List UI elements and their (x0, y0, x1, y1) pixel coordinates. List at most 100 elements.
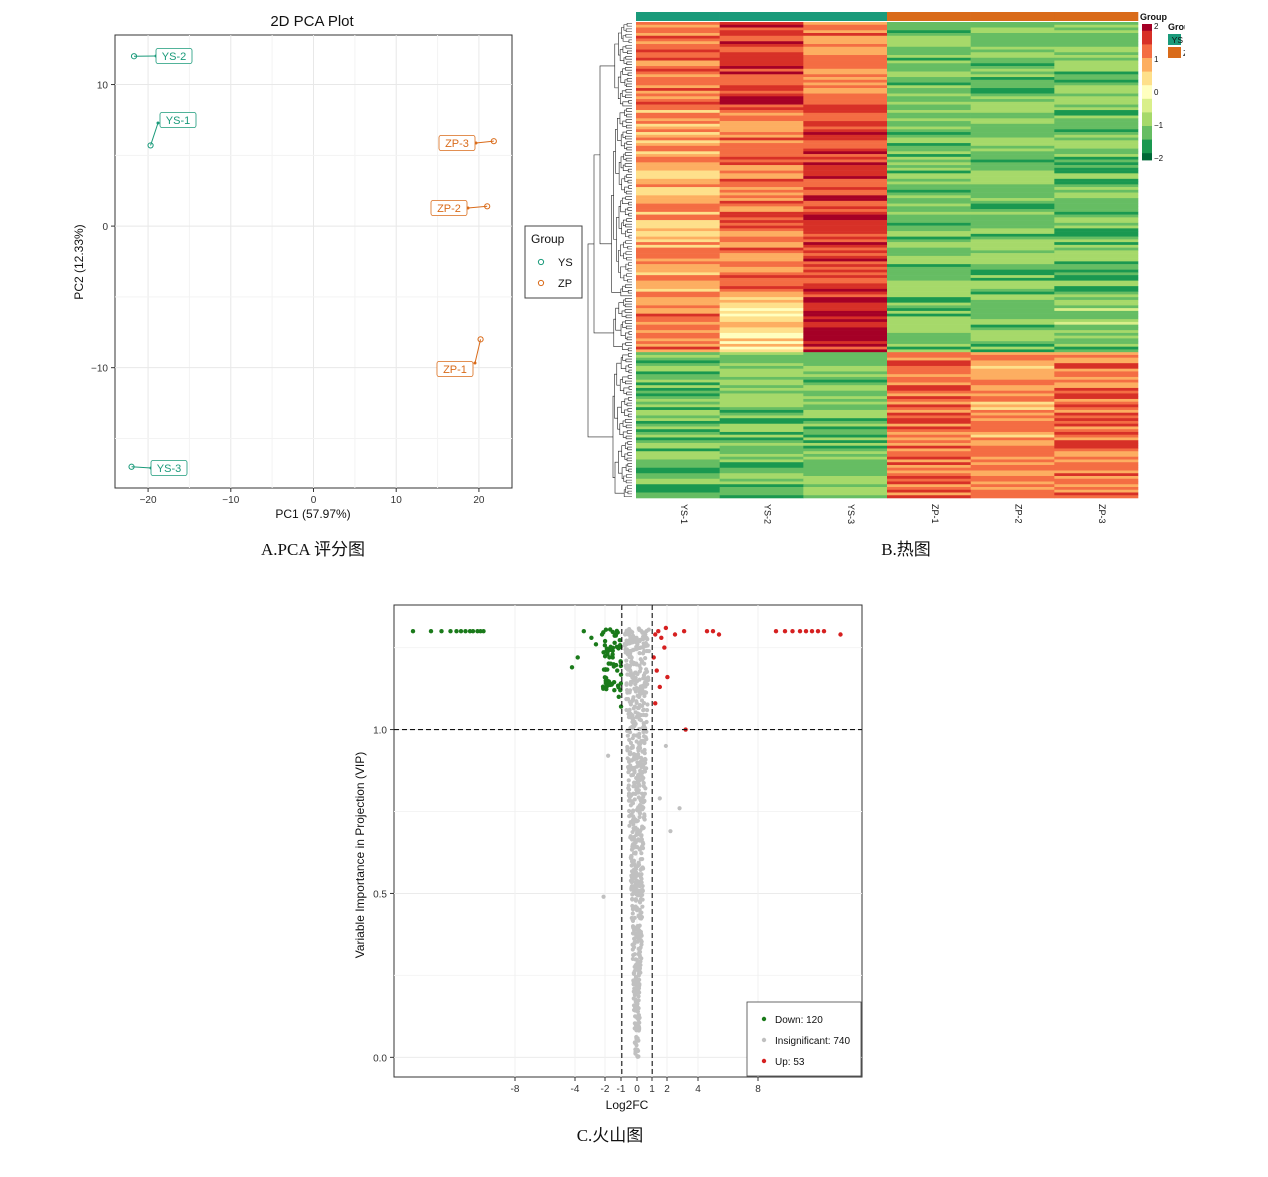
dendrogram-branch (626, 78, 632, 82)
heatmap-cell (803, 473, 888, 477)
insignificant-point (668, 829, 673, 834)
heatmap-cell (636, 33, 720, 37)
volcano-xlabel: Log2FC (606, 1098, 649, 1112)
heatmap-cell (803, 68, 888, 72)
insignificant-point (628, 668, 633, 673)
heatmap-cell (1054, 272, 1139, 276)
heatmap-cell (1054, 162, 1139, 166)
dendrogram-branch (624, 208, 629, 215)
heatmap-cell (803, 266, 888, 270)
dendrogram-branch (621, 222, 626, 235)
insignificant-point (630, 745, 635, 750)
group-annotation-cell (803, 12, 888, 21)
heatmap-cell (1054, 27, 1139, 31)
heatmap-cell (803, 360, 888, 364)
heatmap-cell (803, 302, 888, 306)
heatmap-cell (970, 93, 1055, 97)
heatmap-cell (887, 148, 971, 152)
heatmap-cell (636, 173, 720, 177)
heatmap-cell (970, 236, 1055, 240)
insignificant-point (626, 770, 631, 775)
heatmap-cell (887, 35, 971, 39)
heatmap-cell (636, 459, 720, 463)
heatmap-cell (719, 426, 804, 430)
heatmap-cell (636, 189, 720, 193)
heatmap-cell (887, 93, 971, 97)
insignificant-point (606, 753, 611, 758)
dendrogram-branch (621, 401, 625, 414)
threshold-lines (394, 605, 862, 1077)
dendrogram-branch (627, 413, 632, 418)
heatmap-cell (887, 382, 971, 386)
insignificant-point (637, 811, 643, 816)
heatmap-cell (887, 220, 971, 224)
heatmap-cell (887, 338, 971, 342)
heatmap-cell (719, 126, 804, 130)
heatmap-cell (970, 275, 1055, 279)
insignificant-point (628, 750, 633, 755)
colorbar-segment (1142, 24, 1152, 28)
heatmap-cell (719, 269, 804, 273)
heatmap-cell (636, 264, 720, 268)
heatmap-cell (803, 211, 888, 215)
heatmap-cell (719, 228, 804, 232)
heatmap-cell (803, 181, 888, 185)
heatmap-cell (970, 85, 1055, 89)
heatmap-cell (636, 71, 720, 75)
heatmap-cell (636, 360, 720, 364)
heatmap-cell (636, 209, 720, 213)
down-point (458, 629, 464, 634)
insignificant-point (642, 739, 647, 744)
heatmap-cell (636, 220, 720, 224)
heatmap-cell (1054, 159, 1139, 163)
heatmap-cell (1054, 181, 1139, 185)
heatmap-cell (803, 167, 888, 171)
heatmap-cell (719, 420, 804, 425)
heatmap-cell (719, 55, 804, 59)
heatmap-cell (719, 365, 804, 369)
heatmap-cell (719, 121, 804, 125)
heatmap-cell (803, 118, 888, 122)
pca-point (477, 336, 484, 343)
up-point (838, 632, 843, 637)
heatmap-cell (803, 46, 888, 50)
colorbar-segment (1142, 156, 1152, 161)
heatmap-cell (636, 247, 720, 251)
heatmap-cell (887, 178, 971, 182)
insignificant-point (634, 988, 639, 993)
heatmap-cell (636, 283, 720, 287)
insignificant-point (633, 851, 638, 856)
heatmap-cell (887, 470, 971, 474)
column-label: YS-2 (763, 504, 773, 524)
insignificant-point (631, 978, 636, 983)
insignificant-point (641, 866, 646, 871)
dendrogram-branch (623, 274, 628, 281)
heatmap-cell (636, 316, 720, 320)
heatmap-cell (887, 341, 971, 345)
heatmap-cell (1054, 404, 1139, 408)
dendrogram-branch (618, 206, 622, 229)
heatmap-cell (803, 231, 888, 235)
volcano-axes: -8 -4 -2 -1 0 1 2 4 80.00.51.0 (373, 726, 761, 1095)
heatmap-cell (719, 484, 804, 488)
pca-xtick-label: −10 (222, 495, 239, 506)
heatmap-cell (636, 431, 720, 436)
dendrogram-branch (621, 90, 626, 97)
heatmap-cell (970, 148, 1055, 152)
insignificant-point (630, 911, 635, 916)
dendrogram-branch (626, 336, 632, 341)
colorbar-segment (1142, 115, 1152, 120)
heatmap-cell (1054, 382, 1139, 386)
heatmap-cell (803, 316, 888, 320)
heatmap-cell (887, 115, 971, 119)
heatmap-cell (887, 244, 971, 248)
insignificant-point (641, 784, 646, 789)
dendrogram-branch (623, 489, 629, 497)
heatmap-cell (636, 453, 720, 458)
heatmap-cell (719, 272, 804, 276)
volcano-xtick-label: -1 (617, 1084, 626, 1095)
heatmap-cell (887, 46, 971, 50)
heatmap-cell (970, 305, 1055, 309)
heatmap-cell (970, 481, 1055, 485)
heatmap-cell (719, 35, 804, 39)
